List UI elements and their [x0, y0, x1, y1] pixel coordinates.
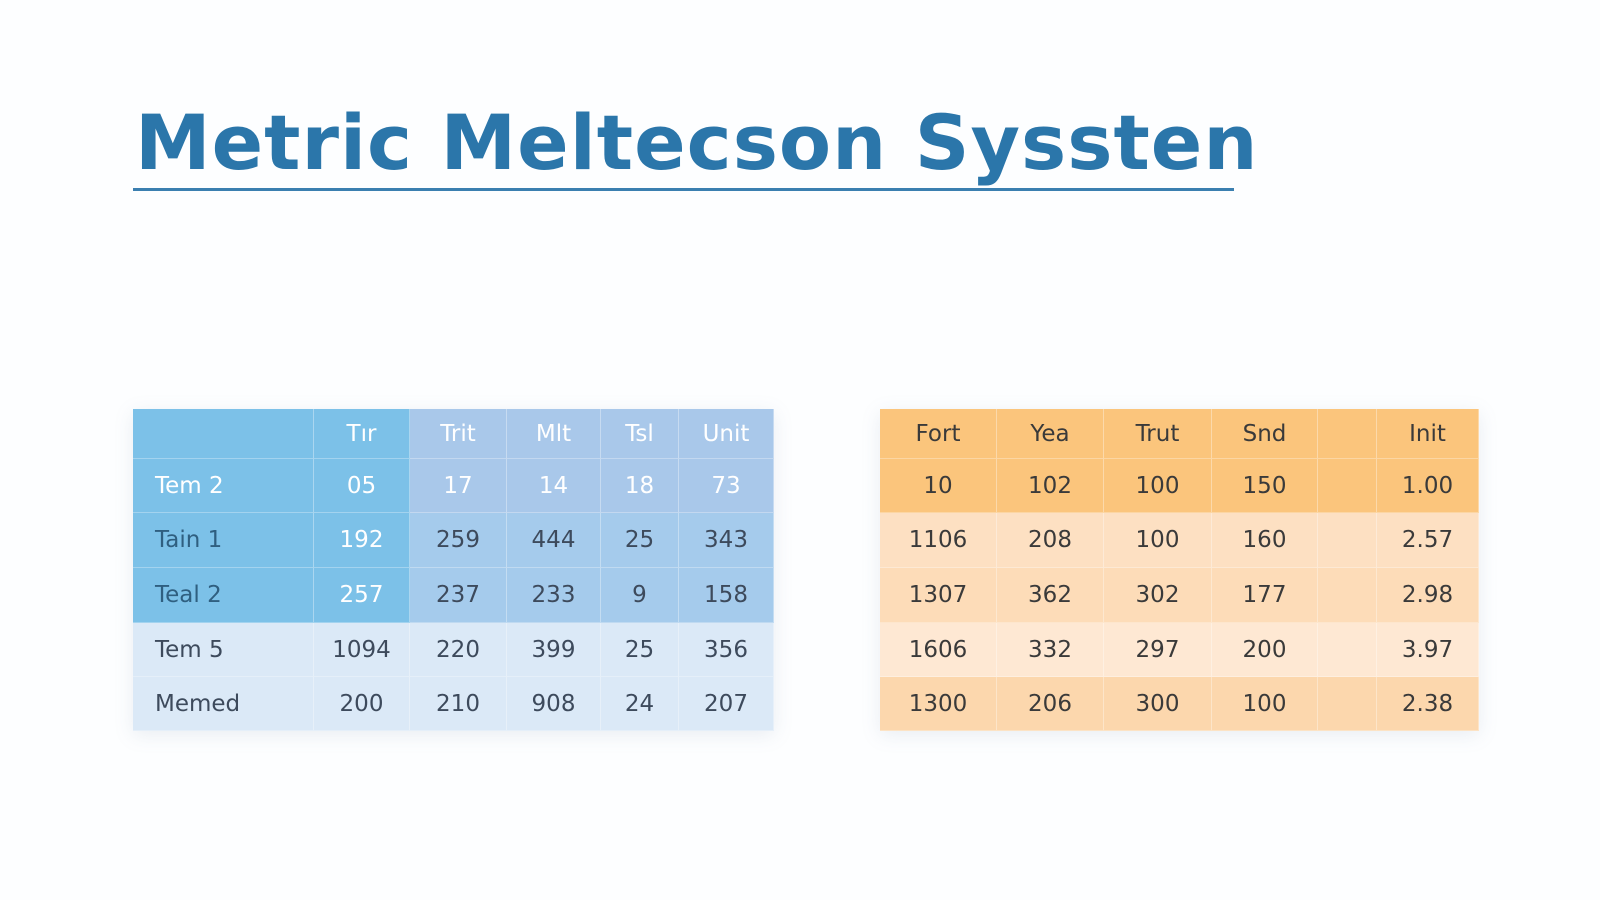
table-cell: 332 — [997, 623, 1104, 677]
title-underline — [133, 188, 1234, 191]
table-cell: 206 — [997, 677, 1104, 731]
row-label: Teal 2 — [133, 568, 314, 623]
header-cell: Trut — [1104, 409, 1212, 459]
table-cell: 362 — [997, 568, 1104, 623]
table-cell: 100 — [1104, 513, 1212, 568]
header-cell: Tsl — [601, 409, 679, 459]
table-cell: 1.00 — [1377, 459, 1479, 513]
table-cell: 200 — [314, 677, 410, 731]
table-cell: 2.57 — [1377, 513, 1479, 568]
table-cell: 210 — [410, 677, 507, 731]
page-title: Metric Meltecson Syssten — [135, 98, 1259, 187]
orange-table: Fort Yea Trut Snd Init 10 102 100 150 1.00 1106 208… — [880, 409, 1479, 731]
table-cell: 1094 — [314, 623, 410, 677]
table-cell — [1318, 459, 1377, 513]
row-label: Memed — [133, 677, 314, 731]
header-cell — [1318, 409, 1377, 459]
table-cell: 2.38 — [1377, 677, 1479, 731]
table-cell: 1606 — [880, 623, 997, 677]
table-cell: 25 — [601, 623, 679, 677]
row-label: Tain 1 — [133, 513, 314, 568]
table-cell: 17 — [410, 459, 507, 513]
header-cell: Yea — [997, 409, 1104, 459]
table-cell — [1318, 513, 1377, 568]
header-cell: Mlt — [507, 409, 601, 459]
header-cell: Tır — [314, 409, 410, 459]
table-cell: 356 — [679, 623, 774, 677]
table-cell: 2.98 — [1377, 568, 1479, 623]
table-cell: 1307 — [880, 568, 997, 623]
table-cell: 237 — [410, 568, 507, 623]
table-cell: 399 — [507, 623, 601, 677]
table-cell: 100 — [1212, 677, 1318, 731]
table-cell: 302 — [1104, 568, 1212, 623]
table-cell: 192 — [314, 513, 410, 568]
table-cell: 1300 — [880, 677, 997, 731]
table-cell: 150 — [1212, 459, 1318, 513]
table-cell: 14 — [507, 459, 601, 513]
table-cell: 177 — [1212, 568, 1318, 623]
header-cell: Unit — [679, 409, 774, 459]
table-cell: 200 — [1212, 623, 1318, 677]
table-cell: 100 — [1104, 459, 1212, 513]
table-cell: 343 — [679, 513, 774, 568]
table-cell — [1318, 623, 1377, 677]
table-cell: 300 — [1104, 677, 1212, 731]
row-label: Tem 2 — [133, 459, 314, 513]
table-cell: 158 — [679, 568, 774, 623]
table-cell: 908 — [507, 677, 601, 731]
table-cell: 233 — [507, 568, 601, 623]
table-cell: 9 — [601, 568, 679, 623]
table-cell — [1318, 677, 1377, 731]
header-cell: Fort — [880, 409, 997, 459]
table-cell: 207 — [679, 677, 774, 731]
header-cell: Snd — [1212, 409, 1318, 459]
header-cell: Trit — [410, 409, 507, 459]
table-cell: 259 — [410, 513, 507, 568]
header-cell — [133, 409, 314, 459]
table-cell: 10 — [880, 459, 997, 513]
table-cell: 102 — [997, 459, 1104, 513]
header-cell: Init — [1377, 409, 1479, 459]
table-cell: 24 — [601, 677, 679, 731]
table-cell: 05 — [314, 459, 410, 513]
table-cell: 444 — [507, 513, 601, 568]
table-cell: 160 — [1212, 513, 1318, 568]
table-cell: 73 — [679, 459, 774, 513]
table-cell: 220 — [410, 623, 507, 677]
table-cell — [1318, 568, 1377, 623]
table-cell: 208 — [997, 513, 1104, 568]
table-cell: 297 — [1104, 623, 1212, 677]
table-cell: 1106 — [880, 513, 997, 568]
table-cell: 18 — [601, 459, 679, 513]
blue-table: Tır Trit Mlt Tsl Unit Tem 2 05 17 14 18 73 Tain 1 19… — [133, 409, 774, 731]
table-cell: 257 — [314, 568, 410, 623]
table-cell: 3.97 — [1377, 623, 1479, 677]
row-label: Tem 5 — [133, 623, 314, 677]
table-cell: 25 — [601, 513, 679, 568]
